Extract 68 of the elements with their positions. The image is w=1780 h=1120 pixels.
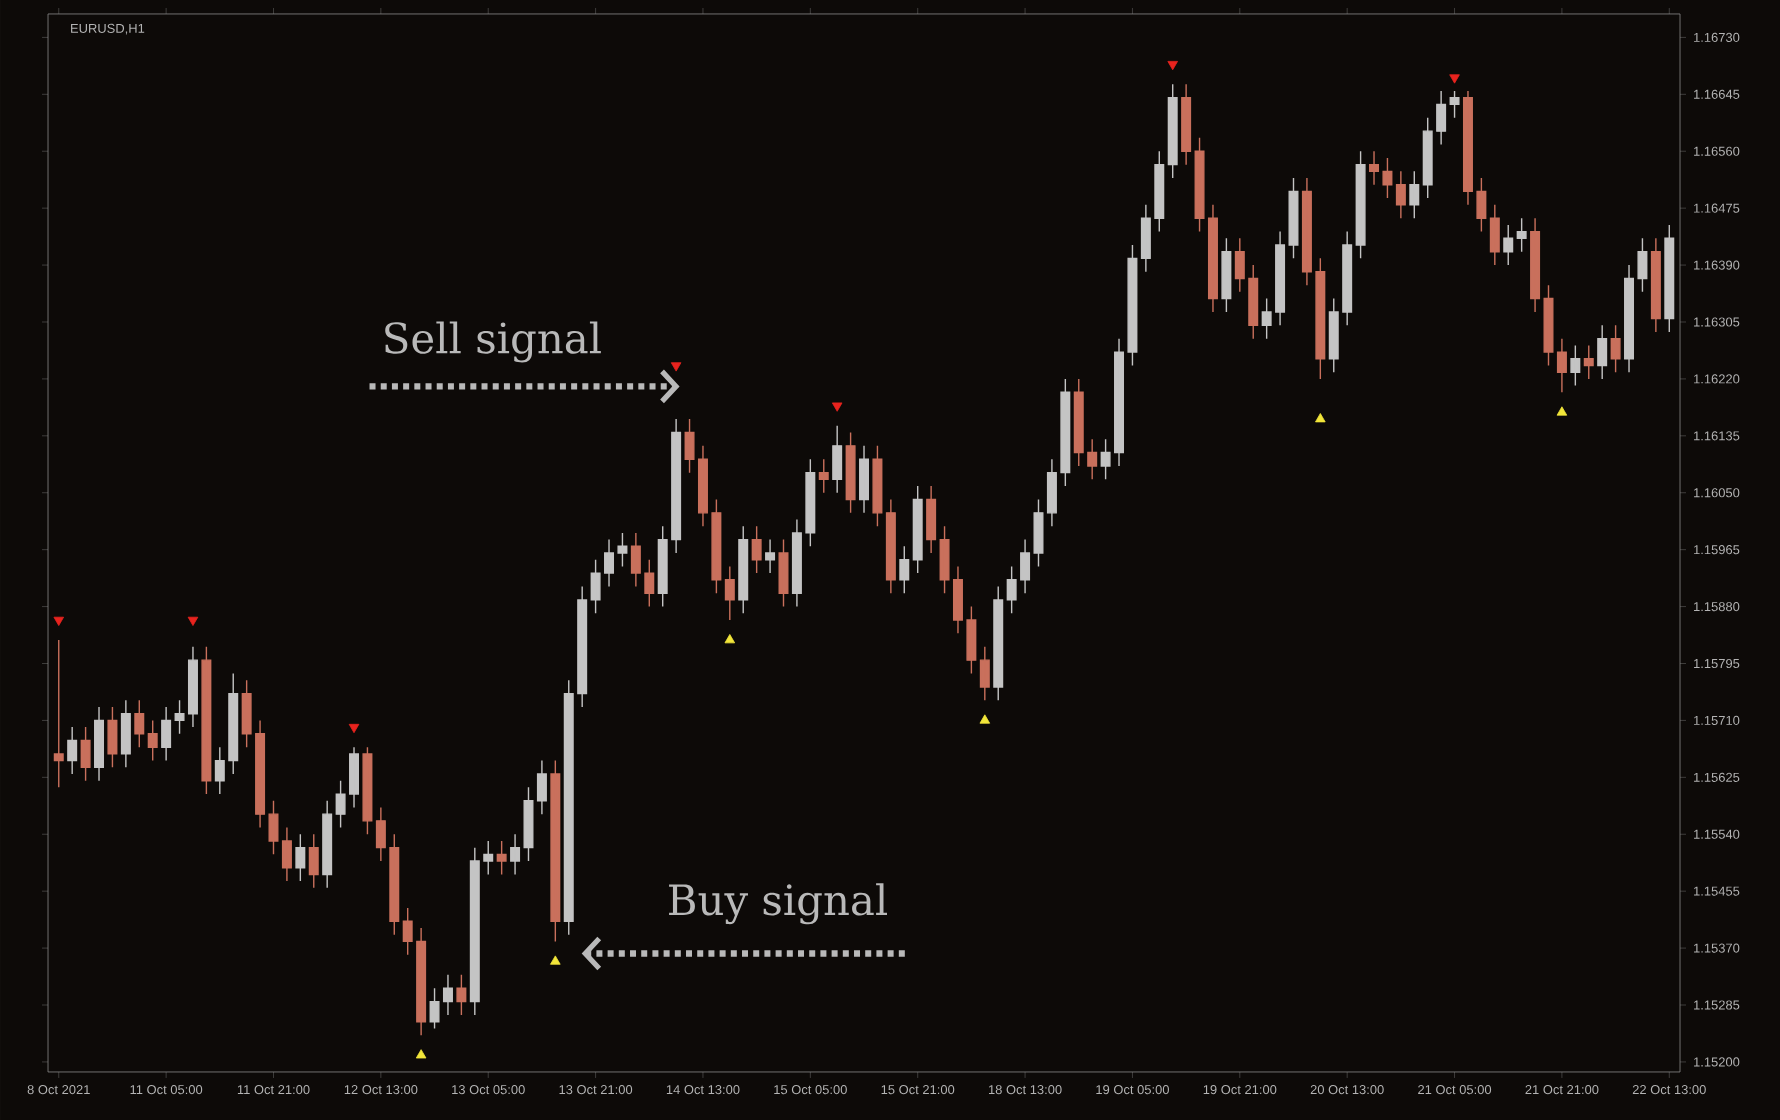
candlestick	[872, 445, 883, 527]
candlestick	[1556, 338, 1567, 393]
point	[1167, 60, 1178, 71]
candlestick	[1650, 237, 1661, 333]
candlestick	[362, 746, 373, 835]
point	[348, 723, 360, 734]
point	[53, 616, 64, 626]
candlestick	[1597, 324, 1608, 380]
candlestick	[496, 840, 507, 876]
candlestick	[322, 800, 333, 889]
annotation: Buy signal	[669, 883, 888, 925]
candlestick	[1610, 324, 1621, 373]
candlestick	[147, 719, 158, 762]
candlestick	[94, 706, 105, 782]
candlestick	[53, 639, 64, 789]
candlestick	[1570, 344, 1581, 387]
candlestick	[751, 525, 762, 574]
point	[1315, 413, 1326, 423]
point	[670, 362, 682, 372]
point	[724, 634, 736, 644]
candlestick	[738, 525, 749, 614]
candlestick	[536, 759, 547, 815]
candlestick	[1395, 170, 1406, 219]
point	[550, 955, 561, 965]
candlestick	[67, 726, 78, 775]
candlestick	[1489, 204, 1500, 266]
candlestick	[818, 458, 829, 494]
candlestick	[845, 431, 856, 514]
candlestick	[778, 538, 789, 608]
point	[1449, 74, 1460, 84]
candlestick	[120, 699, 131, 768]
annotation: Sell signal	[385, 321, 601, 363]
candlestick	[899, 545, 910, 594]
point	[187, 616, 199, 626]
candlestick	[308, 833, 319, 889]
point	[1556, 406, 1568, 416]
candlestick	[1516, 217, 1527, 253]
candlestick	[1221, 237, 1232, 313]
candlestick	[550, 759, 561, 943]
candlestick	[201, 646, 212, 795]
candlestick	[1181, 83, 1192, 166]
point	[979, 714, 991, 724]
candlestick	[134, 699, 145, 748]
candlestick	[161, 706, 172, 762]
candlestick	[979, 646, 990, 702]
candlestick	[993, 585, 1004, 702]
candlestick	[1449, 90, 1460, 119]
candlestick	[765, 538, 776, 574]
candlestick	[1664, 224, 1675, 333]
candlestick	[510, 833, 521, 876]
candlestick	[295, 833, 306, 882]
candlestick	[724, 565, 735, 621]
point	[415, 1049, 427, 1059]
candlestick	[80, 726, 91, 782]
candlestick	[107, 706, 118, 768]
candlestick	[281, 826, 292, 882]
candlestick	[832, 425, 843, 494]
candlestick	[885, 498, 896, 594]
candlestick	[1409, 170, 1420, 219]
candlestick	[1167, 83, 1178, 179]
candlestick	[926, 485, 937, 554]
point	[831, 402, 843, 412]
candlestick	[912, 485, 923, 574]
candlestick	[456, 974, 467, 1016]
candlestick	[1355, 150, 1366, 260]
candlestick	[1583, 344, 1594, 380]
candlestick	[1503, 224, 1514, 266]
candlestick	[859, 445, 870, 514]
